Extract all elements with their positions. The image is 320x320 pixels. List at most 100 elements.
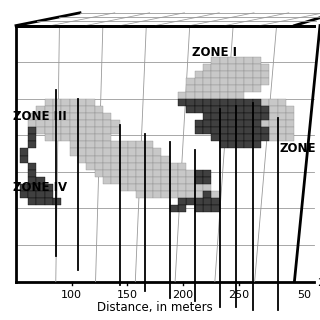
Bar [278,134,286,141]
Bar [220,120,228,127]
Bar [78,99,86,106]
Bar [111,163,120,170]
Bar [161,156,170,163]
Bar [111,156,120,163]
Bar [195,106,203,113]
Bar [228,127,236,134]
Bar [145,156,153,163]
Bar [161,184,170,191]
Bar [278,127,286,134]
Bar [53,134,61,141]
Bar [253,99,261,106]
Bar [111,120,120,127]
Bar [86,113,95,120]
Bar [269,99,278,106]
Bar [45,198,53,205]
Bar [20,156,28,163]
Bar [228,113,236,120]
Bar [195,170,203,177]
Bar [95,120,103,127]
Bar [195,177,203,184]
Bar [70,134,78,141]
Bar [45,184,53,191]
Bar [186,85,195,92]
Bar [36,120,45,127]
Bar [253,120,261,127]
Bar [286,106,294,113]
Bar [70,141,78,148]
Bar [136,148,145,156]
Bar [261,113,269,120]
Bar [145,163,153,170]
Bar [236,71,244,78]
Bar [45,120,53,127]
Bar [136,141,145,148]
Bar [86,156,95,163]
Bar [261,127,269,134]
Bar [195,120,203,127]
Text: ZONE: ZONE [280,142,316,155]
Bar [211,106,220,113]
Bar [153,156,161,163]
Bar [103,156,111,163]
Bar [269,120,278,127]
Bar [253,71,261,78]
Bar [120,148,128,156]
Bar [103,127,111,134]
Bar [253,106,261,113]
Bar [220,127,228,134]
Bar [253,85,261,92]
Bar [45,113,53,120]
Bar [161,191,170,198]
Bar [45,134,53,141]
Bar [20,191,28,198]
Bar [228,64,236,71]
Bar [203,170,211,177]
Bar [53,120,61,127]
Bar [95,163,103,170]
Bar [128,156,136,163]
Bar [286,113,294,120]
Bar [153,170,161,177]
Bar [86,148,95,156]
Bar [61,120,70,127]
Bar [86,106,95,113]
Text: 50: 50 [298,290,312,300]
Bar [253,134,261,141]
Bar [45,191,53,198]
Bar [28,170,36,177]
Bar [136,170,145,177]
Bar [36,127,45,134]
Bar [203,205,211,212]
Bar [70,99,78,106]
Bar [236,120,244,127]
Bar [78,134,86,141]
Bar [111,148,120,156]
Bar [95,113,103,120]
Bar [103,170,111,177]
Bar [120,156,128,163]
Bar [236,92,244,99]
Bar [211,57,220,64]
Bar [186,184,195,191]
Bar [253,127,261,134]
Bar [203,106,211,113]
Bar [220,92,228,99]
Bar [236,64,244,71]
Bar [244,113,253,120]
Bar [236,141,244,148]
Bar [261,127,269,134]
Bar [70,127,78,134]
Bar [220,134,228,141]
Bar [286,127,294,134]
Bar [78,120,86,127]
Bar [228,134,236,141]
Bar [128,163,136,170]
Bar [78,127,86,134]
Bar [70,113,78,120]
Bar [36,177,45,184]
Bar [203,127,211,134]
Bar [170,177,178,184]
Bar [203,78,211,85]
Bar [61,134,70,141]
